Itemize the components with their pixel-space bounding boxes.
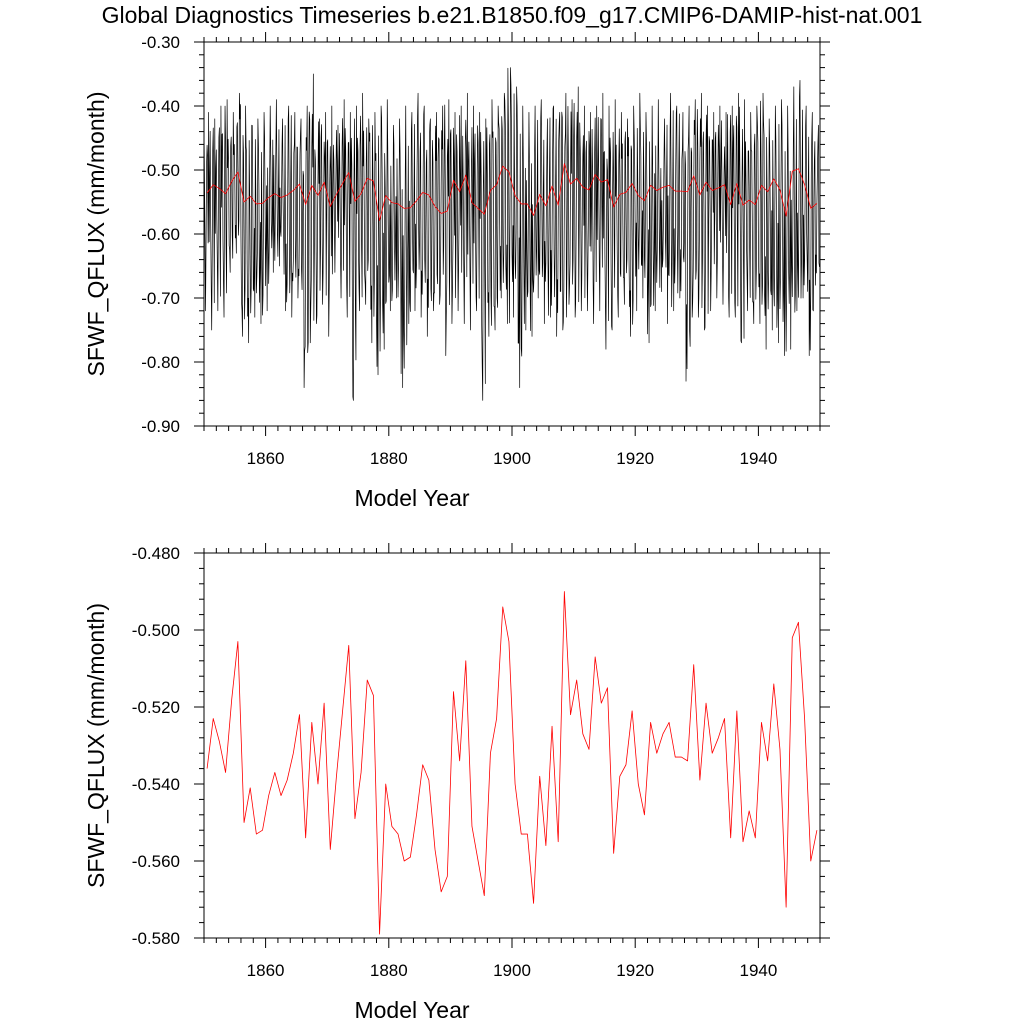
y-axis-label: SFWF_QFLUX (mm/month): [83, 92, 109, 377]
top-panel: 1860 1880 1900 1920 1940 -0.90 -0.80 -0.70 -0.60…: [83, 32, 830, 511]
x-tick-label: 1860: [247, 449, 285, 468]
y-tick-label: -0.90: [141, 417, 180, 436]
bottom-panel: 1860 1880 1900 1920 1940 -0.580 -0.560 -0.540 -0…: [83, 543, 830, 1023]
y-tick-label: -0.500: [132, 621, 180, 640]
x-tick-label: 1920: [616, 961, 654, 980]
x-tick-label: 1900: [493, 449, 531, 468]
y-axis-label: SFWF_QFLUX (mm/month): [83, 603, 109, 888]
y-tick-label: -0.50: [141, 161, 180, 180]
chart-title: Global Diagnostics Timeseries b.e21.B185…: [101, 2, 923, 28]
x-tick-label: 1940: [739, 961, 777, 980]
x-tick-label: 1920: [616, 449, 654, 468]
y-tick-label: -0.540: [132, 775, 180, 794]
x-axis-label: Model Year: [354, 997, 469, 1023]
x-tick-label: 1940: [739, 449, 777, 468]
y-tick-label: -0.480: [132, 544, 180, 563]
series-line-0: [203, 67, 820, 401]
plot-frame: [203, 552, 821, 939]
x-tick-label: 1880: [370, 449, 408, 468]
y-tick-label: -0.40: [141, 97, 180, 116]
y-tick-label: -0.580: [132, 929, 180, 948]
y-tick-label: -0.60: [141, 225, 180, 244]
x-tick-label: 1860: [247, 961, 285, 980]
x-tick-label: 1880: [370, 961, 408, 980]
y-tick-label: -0.30: [141, 33, 180, 52]
series-line-1: [206, 163, 818, 221]
y-tick-label: -0.560: [132, 852, 180, 871]
y-tick-label: -0.520: [132, 698, 180, 717]
series-line-0: [206, 591, 818, 935]
x-axis-label: Model Year: [354, 485, 469, 511]
x-tick-label: 1900: [493, 961, 531, 980]
y-tick-label: -0.80: [141, 353, 180, 372]
y-tick-label: -0.70: [141, 289, 180, 308]
